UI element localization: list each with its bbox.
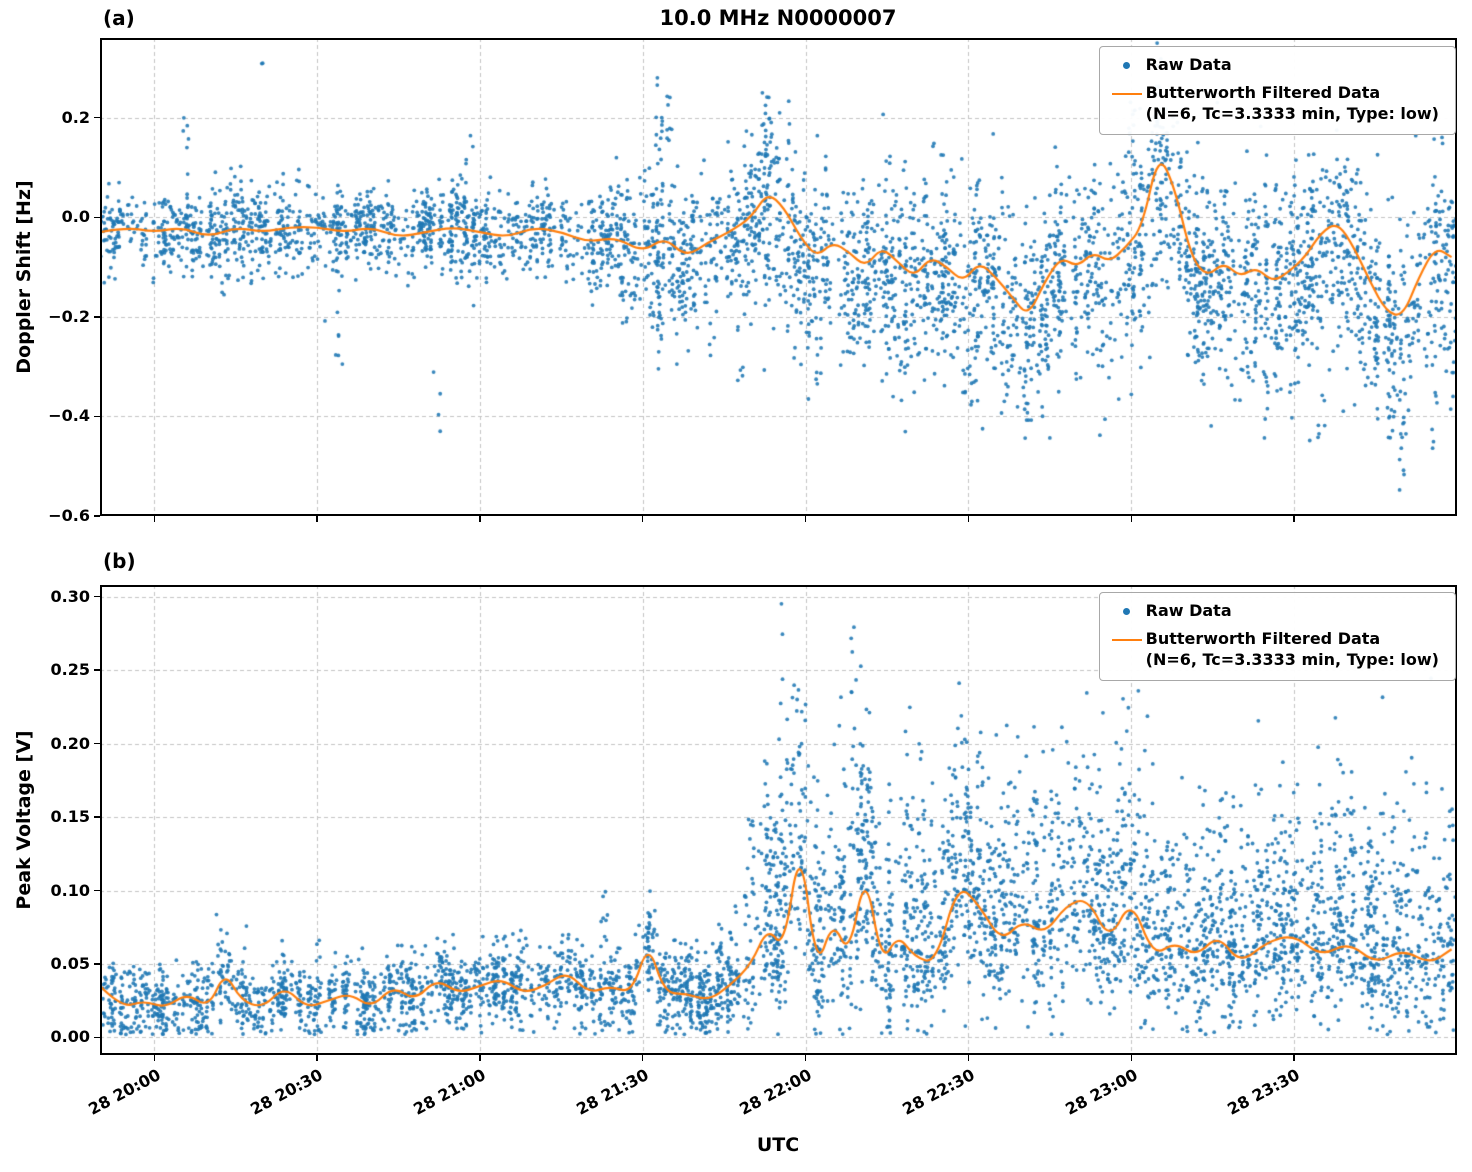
panel-b-label: (b) bbox=[103, 549, 136, 573]
y-tick-mark bbox=[94, 596, 100, 598]
x-tick-label: 28 21:30 bbox=[573, 1065, 652, 1119]
raw-data-marker-icon bbox=[1108, 55, 1146, 69]
y-tick-label: 0.05 bbox=[50, 953, 90, 973]
y-tick-label: 0.15 bbox=[50, 807, 90, 827]
x-tick-label: 28 23:30 bbox=[1224, 1065, 1304, 1119]
legend-filtered-label-line2: (N=6, Tc=3.3333 min, Type: low) bbox=[1145, 103, 1439, 123]
y-tick-mark bbox=[94, 889, 100, 892]
x-tick-mark bbox=[967, 1055, 970, 1061]
x-tick-label: 28 22:30 bbox=[898, 1065, 978, 1119]
legend-b-raw-entry: Raw Data bbox=[1108, 601, 1439, 622]
y-tick-mark bbox=[94, 669, 100, 671]
x-tick-mark bbox=[642, 1055, 644, 1061]
legend-filtered-label-line1: Butterworth Filtered Data bbox=[1145, 82, 1381, 102]
y-tick-mark bbox=[94, 515, 100, 517]
y-tick-mark bbox=[94, 216, 100, 218]
y-tick-label: 0.10 bbox=[50, 880, 90, 900]
x-tick-mark bbox=[479, 1055, 481, 1061]
x-tick-label: 28 22:00 bbox=[736, 1065, 815, 1119]
x-tick-mark bbox=[316, 516, 318, 522]
x-tick-mark bbox=[1293, 516, 1295, 522]
x-tick-label: 28 20:30 bbox=[247, 1065, 327, 1119]
legend-a-raw-entry: Raw Data bbox=[1108, 55, 1439, 76]
legend-filtered-label-line2: (N=6, Tc=3.3333 min, Type: low) bbox=[1145, 649, 1439, 669]
legend-b: Raw Data Butterworth Filtered Data (N=6,… bbox=[1098, 592, 1456, 682]
x-tick-label: 28 23:00 bbox=[1061, 1065, 1141, 1119]
x-tick-label: 28 21:00 bbox=[410, 1065, 489, 1119]
y-tick-label: 0.0 bbox=[61, 207, 90, 227]
legend-filtered-label: Butterworth Filtered Data (N=6, Tc=3.333… bbox=[1146, 629, 1439, 671]
x-tick-mark bbox=[967, 516, 970, 522]
x-tick-mark bbox=[316, 1055, 318, 1061]
filtered-line-marker-icon bbox=[1108, 629, 1146, 641]
legend-a-filtered-entry: Butterworth Filtered Data (N=6, Tc=3.333… bbox=[1108, 83, 1439, 125]
y-tick-mark bbox=[94, 963, 100, 965]
x-tick-mark bbox=[1130, 1055, 1132, 1061]
legend-a: Raw Data Butterworth Filtered Data (N=6,… bbox=[1098, 46, 1456, 136]
filtered-line-marker-icon bbox=[1108, 83, 1146, 95]
y-tick-label: 0.2 bbox=[61, 107, 90, 127]
y-tick-mark bbox=[94, 415, 100, 418]
y-tick-label: −0.2 bbox=[48, 306, 90, 326]
raw-data-marker-icon bbox=[1108, 601, 1146, 615]
y-tick-mark bbox=[94, 816, 100, 818]
figure-title: 10.0 MHz N0000007 bbox=[659, 6, 897, 30]
subplot-a-ylabel: Doppler Shift [Hz] bbox=[13, 180, 35, 374]
x-tick-mark bbox=[1130, 516, 1132, 522]
y-tick-label: 0.00 bbox=[50, 1027, 90, 1047]
x-tick-mark bbox=[153, 1055, 155, 1061]
y-tick-label: −0.4 bbox=[48, 406, 90, 426]
x-tick-mark bbox=[642, 516, 644, 522]
x-tick-mark bbox=[804, 516, 807, 522]
x-tick-mark bbox=[479, 516, 481, 522]
legend-raw-label: Raw Data bbox=[1145, 601, 1232, 620]
x-tick-label: 28 20:00 bbox=[84, 1065, 164, 1119]
legend-raw-label: Raw Data bbox=[1145, 55, 1232, 74]
y-tick-mark bbox=[94, 316, 100, 318]
panel-a-label: (a) bbox=[103, 6, 135, 30]
y-tick-mark bbox=[94, 1036, 100, 1039]
y-tick-label: −0.6 bbox=[48, 506, 90, 525]
x-tick-mark bbox=[804, 1055, 807, 1061]
legend-b-filtered-entry: Butterworth Filtered Data (N=6, Tc=3.333… bbox=[1108, 629, 1439, 671]
y-tick-label: 0.25 bbox=[50, 660, 90, 680]
y-tick-mark bbox=[94, 742, 100, 745]
subplot-b-ylabel: Peak Voltage [V] bbox=[13, 730, 35, 910]
legend-filtered-label: Butterworth Filtered Data (N=6, Tc=3.333… bbox=[1146, 83, 1439, 125]
y-tick-mark bbox=[94, 116, 100, 119]
y-tick-label: 0.20 bbox=[50, 733, 90, 753]
x-tick-mark bbox=[153, 516, 155, 522]
x-axis-title: UTC bbox=[756, 1134, 800, 1156]
x-tick-mark bbox=[1293, 1055, 1295, 1061]
y-tick-label: 0.30 bbox=[50, 586, 90, 606]
legend-filtered-label-line1: Butterworth Filtered Data bbox=[1145, 628, 1381, 648]
